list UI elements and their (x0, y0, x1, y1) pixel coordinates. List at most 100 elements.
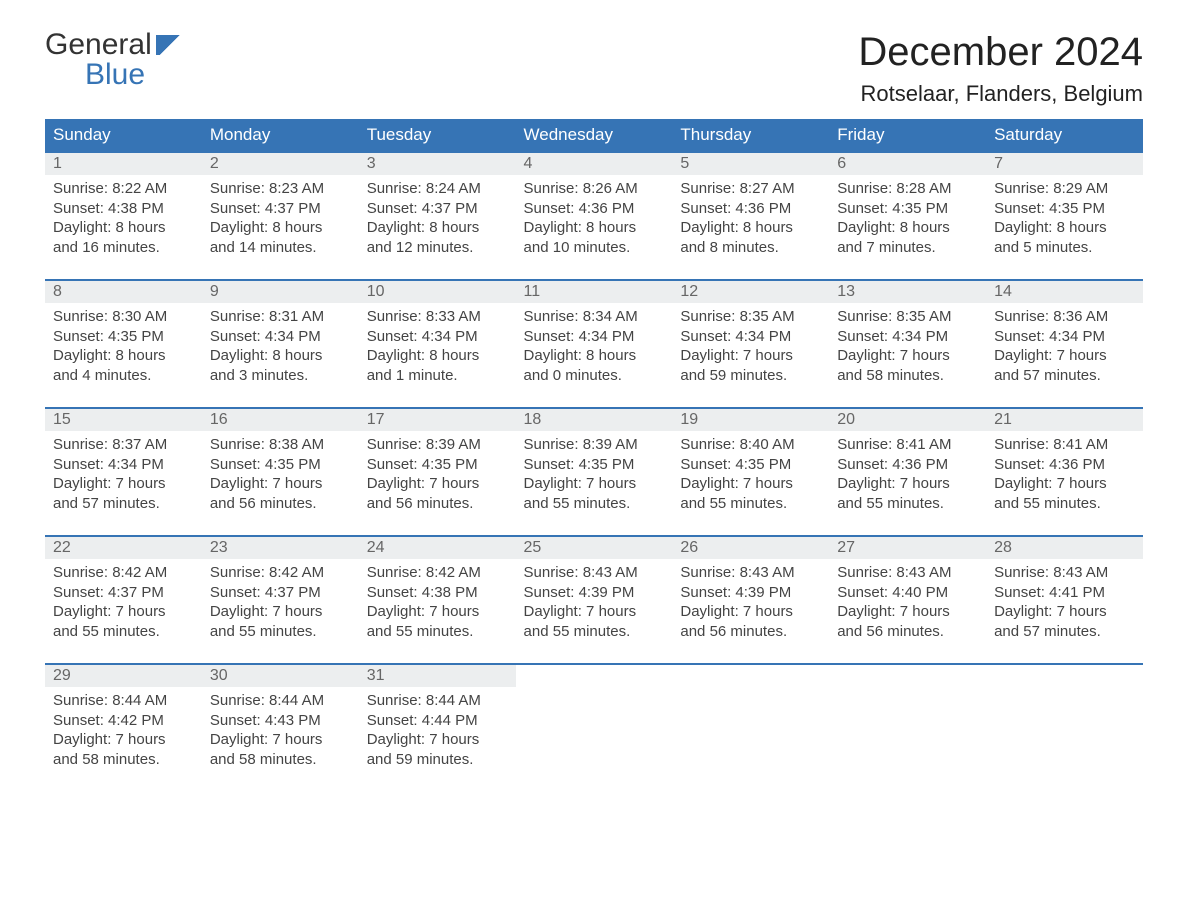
day-number: 26 (672, 537, 829, 559)
day-body: Sunrise: 8:42 AMSunset: 4:38 PMDaylight:… (359, 559, 516, 649)
daylight-text: Daylight: 8 hours and 16 minutes. (53, 218, 194, 257)
sunrise-text: Sunrise: 8:36 AM (994, 307, 1135, 327)
day-body: Sunrise: 8:38 AMSunset: 4:35 PMDaylight:… (202, 431, 359, 521)
day-body: Sunrise: 8:41 AMSunset: 4:36 PMDaylight:… (986, 431, 1143, 521)
sunrise-text: Sunrise: 8:27 AM (680, 179, 821, 199)
sunrise-text: Sunrise: 8:26 AM (524, 179, 665, 199)
daylight-text: Daylight: 8 hours and 12 minutes. (367, 218, 508, 257)
sunset-text: Sunset: 4:35 PM (680, 455, 821, 475)
day-number: 16 (202, 409, 359, 431)
flag-icon (156, 35, 184, 55)
day-number: 20 (829, 409, 986, 431)
day-header: Tuesday (359, 119, 516, 152)
title-block: December 2024 Rotselaar, Flanders, Belgi… (858, 30, 1143, 107)
daylight-text: Daylight: 7 hours and 58 minutes. (210, 730, 351, 769)
calendar-day-cell: 13Sunrise: 8:35 AMSunset: 4:34 PMDayligh… (829, 280, 986, 408)
day-body: Sunrise: 8:43 AMSunset: 4:39 PMDaylight:… (672, 559, 829, 649)
sunrise-text: Sunrise: 8:39 AM (524, 435, 665, 455)
calendar-week-row: 1Sunrise: 8:22 AMSunset: 4:38 PMDaylight… (45, 152, 1143, 280)
day-number: 31 (359, 665, 516, 687)
sunrise-text: Sunrise: 8:28 AM (837, 179, 978, 199)
calendar-day-cell: 16Sunrise: 8:38 AMSunset: 4:35 PMDayligh… (202, 408, 359, 536)
daylight-text: Daylight: 7 hours and 56 minutes. (680, 602, 821, 641)
calendar-week-row: 8Sunrise: 8:30 AMSunset: 4:35 PMDaylight… (45, 280, 1143, 408)
calendar-day-cell: 31Sunrise: 8:44 AMSunset: 4:44 PMDayligh… (359, 664, 516, 792)
logo-word1: General (45, 30, 152, 60)
day-number: 17 (359, 409, 516, 431)
calendar-day-cell: 25Sunrise: 8:43 AMSunset: 4:39 PMDayligh… (516, 536, 673, 664)
day-number: 22 (45, 537, 202, 559)
day-body: Sunrise: 8:22 AMSunset: 4:38 PMDaylight:… (45, 175, 202, 265)
daylight-text: Daylight: 7 hours and 58 minutes. (837, 346, 978, 385)
calendar-day-cell: 17Sunrise: 8:39 AMSunset: 4:35 PMDayligh… (359, 408, 516, 536)
calendar-week-row: 29Sunrise: 8:44 AMSunset: 4:42 PMDayligh… (45, 664, 1143, 792)
sunset-text: Sunset: 4:35 PM (837, 199, 978, 219)
day-body: Sunrise: 8:43 AMSunset: 4:41 PMDaylight:… (986, 559, 1143, 649)
sunset-text: Sunset: 4:35 PM (524, 455, 665, 475)
daylight-text: Daylight: 7 hours and 58 minutes. (53, 730, 194, 769)
day-body: Sunrise: 8:42 AMSunset: 4:37 PMDaylight:… (202, 559, 359, 649)
calendar-day-cell: 3Sunrise: 8:24 AMSunset: 4:37 PMDaylight… (359, 152, 516, 280)
sunset-text: Sunset: 4:38 PM (53, 199, 194, 219)
day-number: 29 (45, 665, 202, 687)
day-body: Sunrise: 8:35 AMSunset: 4:34 PMDaylight:… (829, 303, 986, 393)
day-header: Thursday (672, 119, 829, 152)
calendar-day-cell: 12Sunrise: 8:35 AMSunset: 4:34 PMDayligh… (672, 280, 829, 408)
sunrise-text: Sunrise: 8:37 AM (53, 435, 194, 455)
calendar-day-cell (829, 664, 986, 792)
daylight-text: Daylight: 8 hours and 5 minutes. (994, 218, 1135, 257)
sunrise-text: Sunrise: 8:42 AM (210, 563, 351, 583)
sunrise-text: Sunrise: 8:30 AM (53, 307, 194, 327)
day-body: Sunrise: 8:39 AMSunset: 4:35 PMDaylight:… (359, 431, 516, 521)
day-body: Sunrise: 8:37 AMSunset: 4:34 PMDaylight:… (45, 431, 202, 521)
sunset-text: Sunset: 4:36 PM (994, 455, 1135, 475)
sunrise-text: Sunrise: 8:29 AM (994, 179, 1135, 199)
calendar-day-cell: 7 Sunrise: 8:29 AMSunset: 4:35 PMDaylight… (986, 152, 1143, 280)
sunset-text: Sunset: 4:44 PM (367, 711, 508, 731)
calendar-day-cell: 21Sunrise: 8:41 AMSunset: 4:36 PMDayligh… (986, 408, 1143, 536)
daylight-text: Daylight: 7 hours and 56 minutes. (837, 602, 978, 641)
calendar-day-cell: 30Sunrise: 8:44 AMSunset: 4:43 PMDayligh… (202, 664, 359, 792)
day-header: Sunday (45, 119, 202, 152)
day-number: 6 (829, 153, 986, 175)
daylight-text: Daylight: 8 hours and 3 minutes. (210, 346, 351, 385)
sunrise-text: Sunrise: 8:42 AM (367, 563, 508, 583)
daylight-text: Daylight: 7 hours and 59 minutes. (367, 730, 508, 769)
calendar-day-cell: 8Sunrise: 8:30 AMSunset: 4:35 PMDaylight… (45, 280, 202, 408)
daylight-text: Daylight: 8 hours and 10 minutes. (524, 218, 665, 257)
calendar-day-cell: 23Sunrise: 8:42 AMSunset: 4:37 PMDayligh… (202, 536, 359, 664)
day-body: Sunrise: 8:24 AMSunset: 4:37 PMDaylight:… (359, 175, 516, 265)
sunrise-text: Sunrise: 8:42 AM (53, 563, 194, 583)
month-title: December 2024 (858, 30, 1143, 75)
daylight-text: Daylight: 7 hours and 57 minutes. (994, 602, 1135, 641)
daylight-text: Daylight: 8 hours and 14 minutes. (210, 218, 351, 257)
day-body: Sunrise: 8:34 AMSunset: 4:34 PMDaylight:… (516, 303, 673, 393)
sunset-text: Sunset: 4:38 PM (367, 583, 508, 603)
sunset-text: Sunset: 4:37 PM (367, 199, 508, 219)
calendar-day-cell: 24Sunrise: 8:42 AMSunset: 4:38 PMDayligh… (359, 536, 516, 664)
day-number: 21 (986, 409, 1143, 431)
calendar-day-cell: 29Sunrise: 8:44 AMSunset: 4:42 PMDayligh… (45, 664, 202, 792)
sunset-text: Sunset: 4:36 PM (524, 199, 665, 219)
day-number: 18 (516, 409, 673, 431)
daylight-text: Daylight: 7 hours and 56 minutes. (210, 474, 351, 513)
sunrise-text: Sunrise: 8:40 AM (680, 435, 821, 455)
sunset-text: Sunset: 4:35 PM (53, 327, 194, 347)
day-body: Sunrise: 8:41 AMSunset: 4:36 PMDaylight:… (829, 431, 986, 521)
daylight-text: Daylight: 7 hours and 55 minutes. (680, 474, 821, 513)
day-number: 11 (516, 281, 673, 303)
day-number: 7 (986, 153, 1143, 175)
day-body: Sunrise: 8:23 AMSunset: 4:37 PMDaylight:… (202, 175, 359, 265)
day-header: Friday (829, 119, 986, 152)
day-body: Sunrise: 8:33 AMSunset: 4:34 PMDaylight:… (359, 303, 516, 393)
sunset-text: Sunset: 4:42 PM (53, 711, 194, 731)
sunset-text: Sunset: 4:41 PM (994, 583, 1135, 603)
daylight-text: Daylight: 7 hours and 56 minutes. (367, 474, 508, 513)
sunset-text: Sunset: 4:35 PM (994, 199, 1135, 219)
sunset-text: Sunset: 4:37 PM (210, 583, 351, 603)
day-number: 15 (45, 409, 202, 431)
sunrise-text: Sunrise: 8:23 AM (210, 179, 351, 199)
sunset-text: Sunset: 4:34 PM (994, 327, 1135, 347)
calendar-day-cell: 20Sunrise: 8:41 AMSunset: 4:36 PMDayligh… (829, 408, 986, 536)
day-number: 27 (829, 537, 986, 559)
